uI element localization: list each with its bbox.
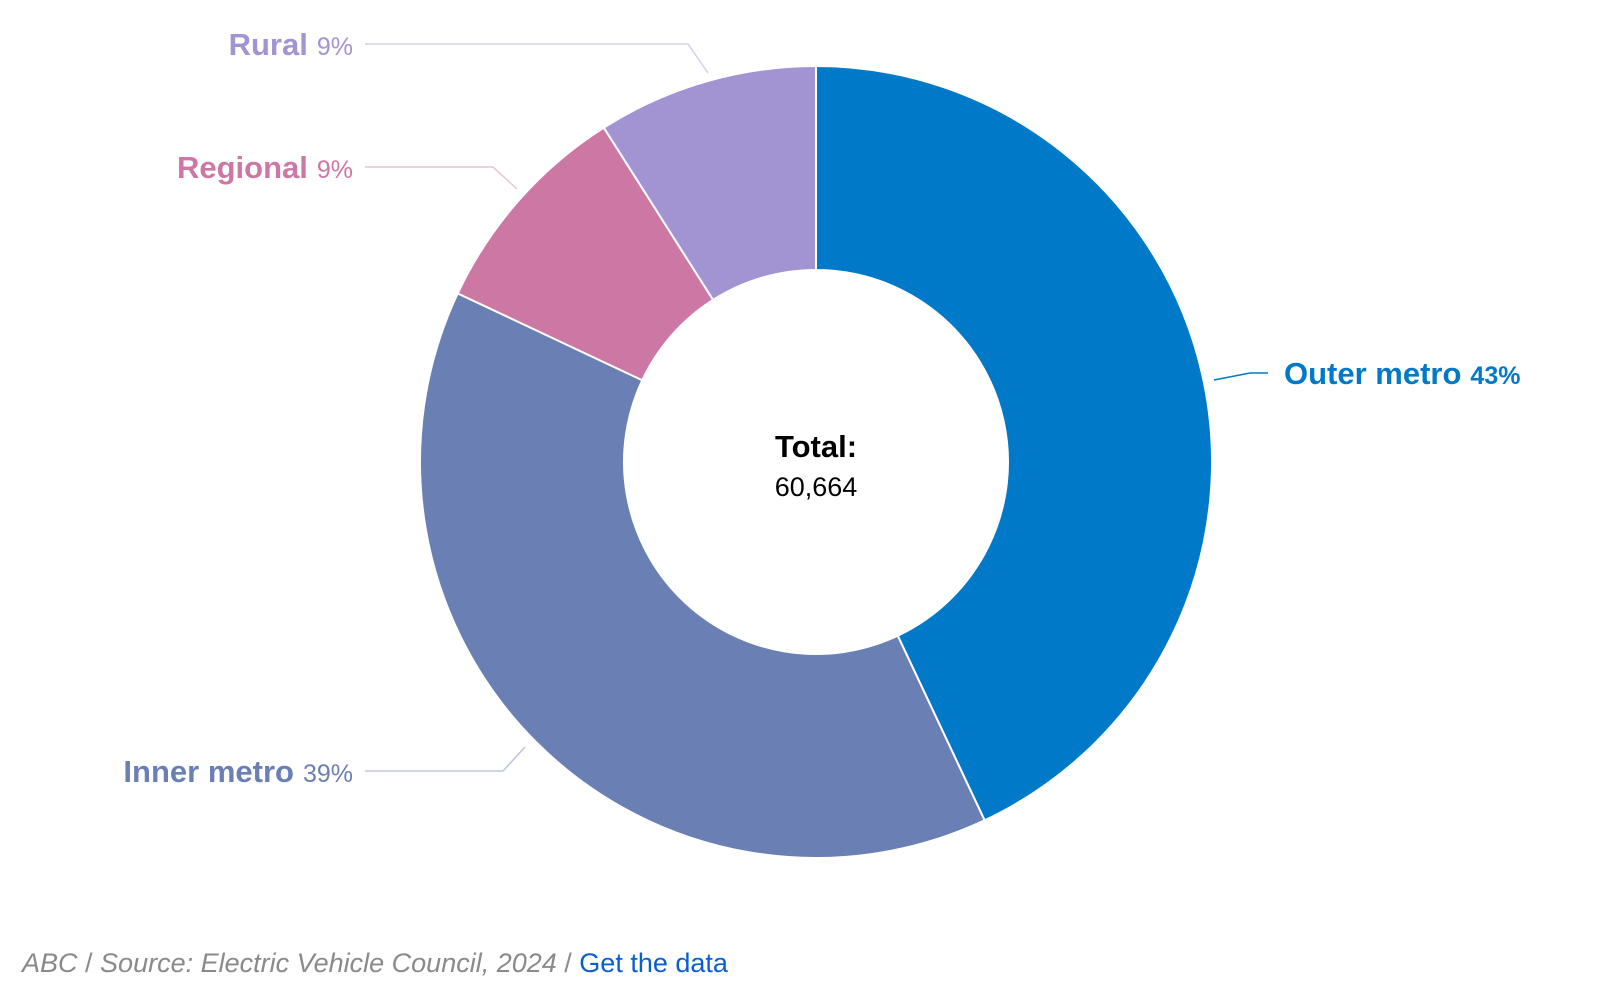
slice-rural[interactable] — [602, 64, 817, 302]
leader-line-rural — [365, 43, 709, 74]
slice-label-outer-metro: Outer metro 43% — [1284, 356, 1520, 391]
slice-label-name: Outer metro — [1284, 356, 1461, 391]
leader-line-inner-metro — [365, 746, 526, 772]
slice-label-inner-metro: Inner metro 39% — [123, 754, 353, 789]
slice-labels: Outer metro 43%Inner metro 39%Regional 9%Ru… — [123, 27, 1520, 789]
slice-label-name: Inner metro — [123, 754, 294, 789]
label-leader-lines — [365, 43, 1268, 772]
leader-line-regional — [365, 166, 518, 190]
center-total-label: Total: — [775, 429, 857, 464]
center-total-value: 60,664 — [775, 472, 858, 502]
slice-label-rural: Rural 9% — [229, 27, 353, 62]
slice-label-percent: 9% — [317, 33, 353, 61]
leader-line-outer-metro — [1213, 372, 1268, 381]
slice-outer-metro[interactable] — [815, 64, 1213, 822]
slice-label-percent: 43% — [1470, 362, 1520, 390]
footer-source: ABC / Source: Electric Vehicle Council, … — [22, 948, 728, 979]
footer-source-text: Source: Electric Vehicle Council, 2024 — [100, 948, 557, 978]
footer-separator: / — [556, 948, 580, 978]
donut-slices — [419, 64, 1213, 859]
footer-separator: / — [77, 948, 101, 978]
slice-label-name: Rural — [229, 27, 308, 62]
slice-label-name: Regional — [177, 150, 308, 185]
get-the-data-link[interactable]: Get the data — [579, 948, 728, 978]
slice-label-regional: Regional 9% — [177, 150, 353, 185]
footer-credit: ABC — [22, 948, 78, 978]
slice-label-percent: 9% — [317, 156, 353, 184]
slice-inner-metro[interactable] — [419, 292, 986, 859]
slice-label-percent: 39% — [303, 760, 353, 788]
